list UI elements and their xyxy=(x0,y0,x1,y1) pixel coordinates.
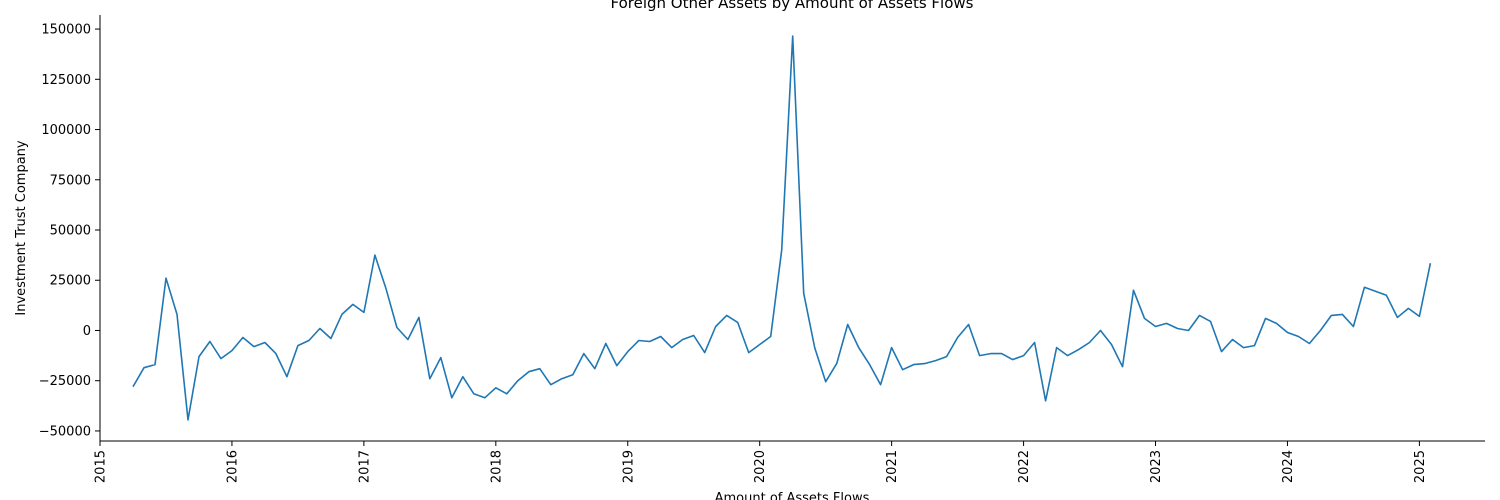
y-tick-label: 0 xyxy=(83,324,91,339)
x-tick-label: 2020 xyxy=(753,450,768,483)
y-tick-label: 150000 xyxy=(41,23,91,38)
x-tick-label: 2023 xyxy=(1149,450,1164,483)
x-tick-label: 2019 xyxy=(621,450,636,483)
x-tick-label: 2024 xyxy=(1281,450,1296,483)
y-tick-label: 100000 xyxy=(41,123,91,138)
x-tick-label: 2015 xyxy=(94,450,109,483)
y-tick-label: 75000 xyxy=(50,173,91,188)
y-tick-label: 125000 xyxy=(41,73,91,88)
series-line xyxy=(132,35,1432,421)
y-tick-label: 25000 xyxy=(50,274,91,289)
y-tick-label: −25000 xyxy=(39,374,91,389)
x-tick-label: 2025 xyxy=(1413,450,1428,483)
x-axis-title: Amount of Assets Flows xyxy=(715,491,870,500)
x-tick-label: 2017 xyxy=(357,450,372,483)
y-tick-label: −50000 xyxy=(39,424,91,439)
chart-title: Foreign Other Assets by Amount of Assets… xyxy=(611,0,974,12)
x-tick-label: 2022 xyxy=(1017,450,1032,483)
x-tick-label: 2016 xyxy=(225,450,240,483)
x-axis: 2015 2016 2017 2018 2019 2020 2021 2022 2023 2024… xyxy=(94,441,1428,483)
y-axis-title: Investment Trust Company xyxy=(14,140,29,316)
x-tick-label: 2021 xyxy=(885,450,900,483)
y-tick-label: 50000 xyxy=(50,224,91,239)
y-axis: −50000 −25000 0 25000 50000 75000 100000 125000… xyxy=(39,23,100,439)
x-tick-label: 2018 xyxy=(489,450,504,483)
